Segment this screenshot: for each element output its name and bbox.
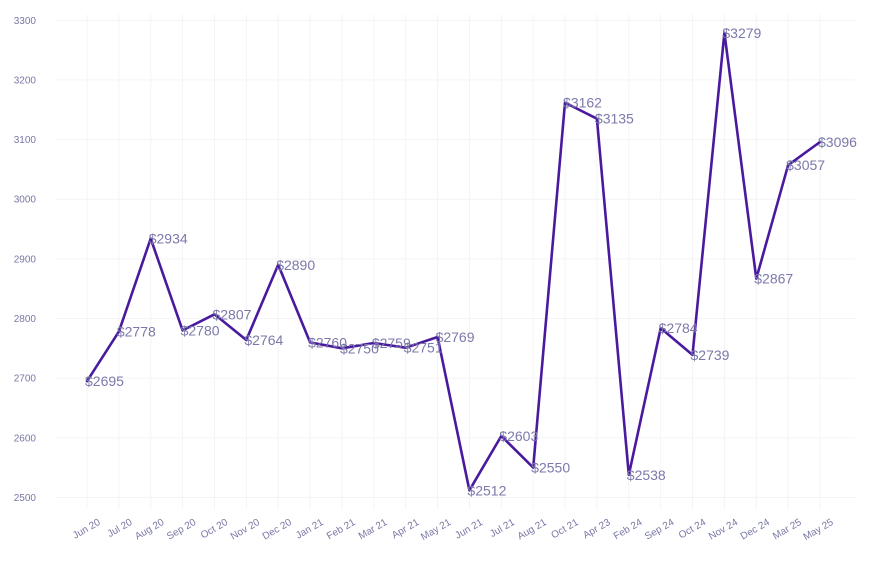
- data-label: $2934: [149, 231, 188, 247]
- x-tick-label: Nov 24: [707, 517, 740, 543]
- series-line: [85, 31, 822, 492]
- data-label: $2780: [181, 322, 220, 338]
- data-label: $3096: [818, 134, 857, 150]
- x-tick-label: Jun 21: [453, 517, 485, 542]
- y-tick-label: 2700: [14, 374, 37, 385]
- y-tick-label: 2800: [14, 314, 37, 325]
- data-label: $3057: [786, 157, 825, 173]
- y-tick-label: 2500: [14, 493, 37, 504]
- x-tick-label: Oct 21: [550, 517, 581, 541]
- x-tick-label: Apr 21: [390, 517, 421, 541]
- data-label: $2784: [659, 320, 698, 336]
- data-label: $2760: [308, 334, 347, 350]
- x-tick-label: Jun 20: [71, 517, 103, 542]
- data-label: $2764: [244, 332, 283, 348]
- data-labels: $2695 $2778 $2934 $2780$2807 $2764 $2890 $2760…: [85, 25, 857, 499]
- x-tick-label: Feb 21: [325, 517, 358, 542]
- data-label: $3279: [722, 25, 761, 41]
- x-tick-label: Sep 20: [165, 517, 198, 543]
- y-tick-label: 2900: [14, 254, 37, 265]
- x-tick-label: Nov 20: [229, 517, 262, 543]
- x-tick-label: Apr 23: [581, 517, 612, 541]
- x-tick-label: Mar 21: [357, 517, 390, 542]
- data-label: $2512: [467, 482, 506, 498]
- x-tick-label: Jul 21: [488, 517, 517, 540]
- data-label: $2867: [754, 271, 793, 287]
- x-tick-label: Oct 24: [677, 517, 708, 541]
- y-tick-label: 3100: [14, 135, 37, 146]
- data-label: $2538: [627, 467, 666, 483]
- y-tick-label: 3300: [14, 16, 37, 27]
- x-tick-label: Jan 21: [294, 517, 326, 542]
- grid: [55, 14, 855, 510]
- x-tick-label: Feb 24: [612, 517, 645, 542]
- y-tick-label: 2600: [14, 433, 37, 444]
- data-label: $2739: [691, 347, 730, 363]
- y-tick-label: 3200: [14, 75, 37, 86]
- data-label: $2769: [436, 329, 475, 345]
- x-tick-label: Aug 21: [516, 517, 549, 543]
- data-label: $2778: [117, 324, 156, 340]
- y-tick-label: 3000: [14, 195, 37, 206]
- data-label: $3162: [563, 95, 602, 111]
- x-tick-label: May 21: [419, 517, 453, 543]
- data-label: $3135: [595, 111, 634, 127]
- series-layer: [85, 31, 822, 492]
- data-label: $2890: [276, 257, 315, 273]
- x-tick-label: Dec 20: [261, 517, 294, 543]
- x-tick-label: Aug 20: [133, 517, 166, 543]
- x-tick-label: Dec 24: [739, 517, 772, 543]
- data-label: $2695: [85, 373, 124, 389]
- x-tick-label: Oct 20: [199, 517, 230, 541]
- data-label: $2759: [372, 335, 411, 351]
- data-label: $2807: [212, 306, 251, 322]
- data-label: $2750: [340, 340, 379, 356]
- x-tick-label: Jul 20: [106, 517, 135, 540]
- data-label: $2751: [404, 340, 443, 356]
- x-tick-label: Sep 24: [643, 517, 676, 543]
- y-axis-ticks: 2500 2600 2700 2800 2900 3000 3100 3200 3300: [14, 16, 37, 504]
- x-tick-label: May 25: [802, 517, 836, 543]
- data-label: $2603: [499, 428, 538, 444]
- x-tick-label: Mar 25: [771, 517, 804, 542]
- data-label: $2550: [531, 460, 570, 476]
